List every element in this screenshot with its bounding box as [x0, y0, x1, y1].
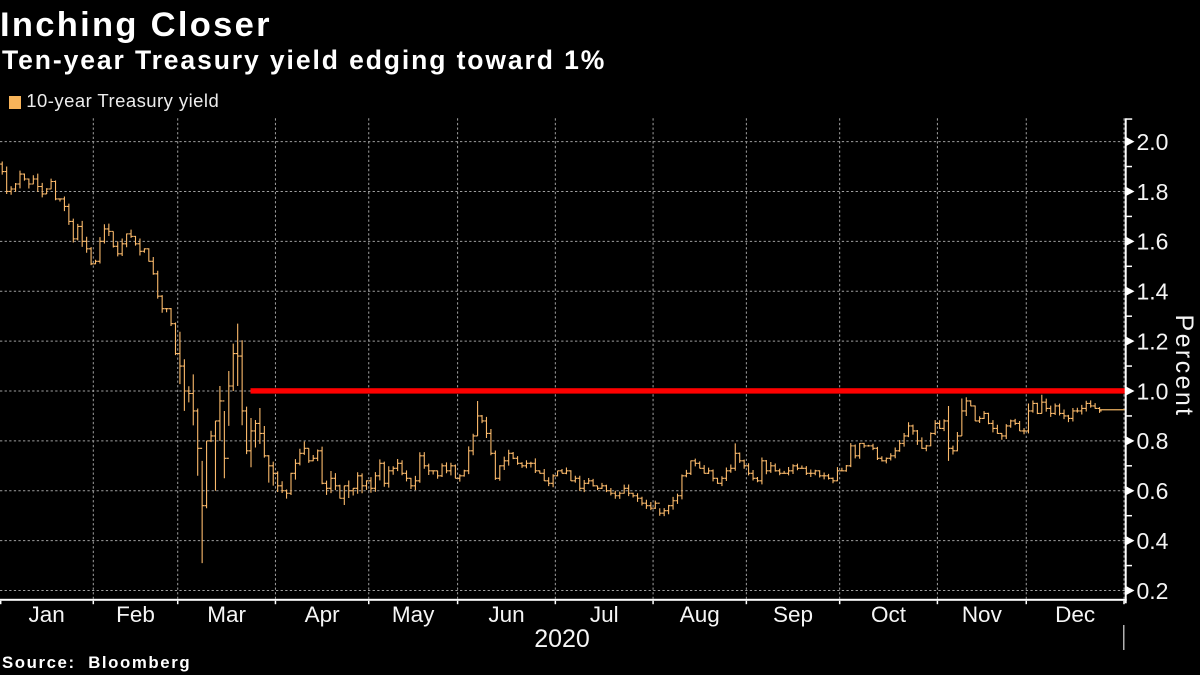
svg-text:Jun: Jun	[488, 602, 524, 627]
svg-text:Nov: Nov	[962, 602, 1003, 627]
svg-text:Feb: Feb	[116, 602, 155, 627]
svg-text:Aug: Aug	[680, 602, 720, 627]
svg-text:Mar: Mar	[207, 602, 246, 627]
svg-text:Oct: Oct	[871, 602, 907, 627]
svg-text:Jan: Jan	[29, 602, 65, 627]
svg-text:1.8: 1.8	[1137, 179, 1169, 205]
svg-text:1.0: 1.0	[1137, 378, 1169, 404]
svg-text:May: May	[392, 602, 435, 627]
svg-text:Sep: Sep	[773, 602, 813, 627]
svg-text:1.4: 1.4	[1137, 279, 1169, 305]
svg-text:Percent: Percent	[1170, 315, 1198, 418]
svg-text:Jul: Jul	[590, 602, 619, 627]
svg-text:0.4: 0.4	[1137, 528, 1169, 554]
svg-text:0.8: 0.8	[1137, 428, 1169, 454]
svg-text:Apr: Apr	[305, 602, 341, 627]
svg-text:1.6: 1.6	[1137, 229, 1169, 255]
svg-text:1.2: 1.2	[1137, 328, 1169, 354]
svg-text:2.0: 2.0	[1137, 129, 1169, 155]
svg-text:0.2: 0.2	[1137, 578, 1169, 604]
svg-text:2020: 2020	[534, 625, 590, 653]
svg-text:Dec: Dec	[1055, 602, 1095, 627]
svg-text:0.6: 0.6	[1137, 478, 1169, 504]
